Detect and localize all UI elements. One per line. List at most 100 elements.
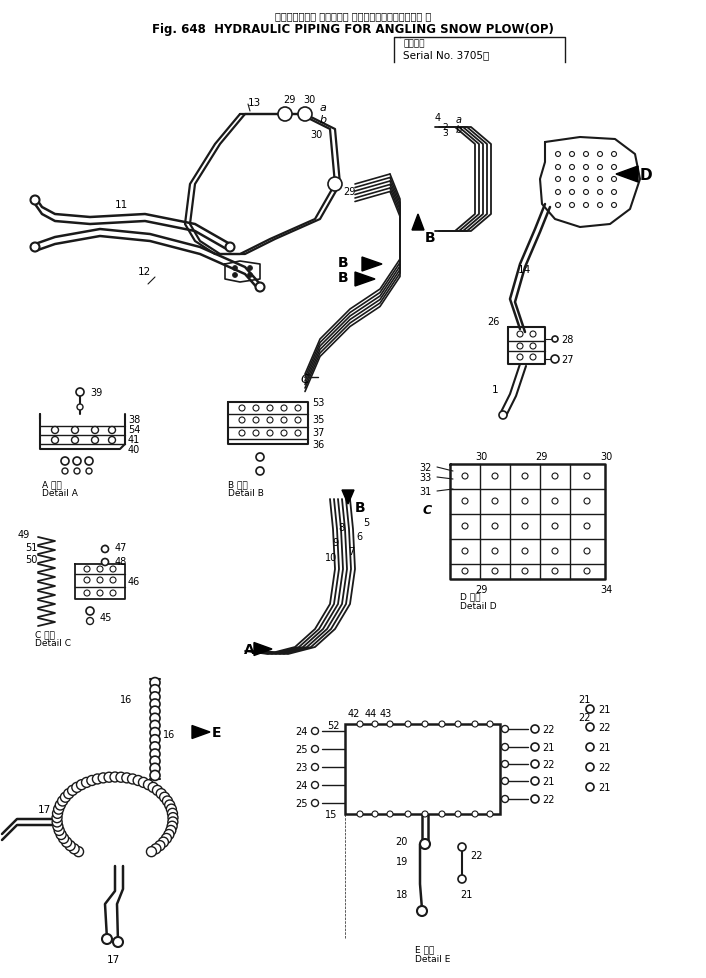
Text: Detail D: Detail D: [460, 601, 496, 611]
Circle shape: [122, 773, 132, 783]
Text: Detail B: Detail B: [228, 489, 264, 498]
Circle shape: [52, 437, 59, 444]
Text: b: b: [320, 114, 327, 125]
Circle shape: [150, 721, 160, 731]
Text: 53: 53: [312, 398, 324, 408]
Text: 47: 47: [115, 543, 127, 553]
Circle shape: [552, 336, 558, 342]
Circle shape: [150, 734, 160, 745]
Circle shape: [295, 418, 301, 423]
Circle shape: [162, 796, 172, 806]
Circle shape: [531, 743, 539, 751]
Circle shape: [150, 771, 160, 780]
Circle shape: [584, 473, 590, 479]
Circle shape: [267, 418, 273, 423]
Text: 21: 21: [598, 704, 611, 714]
Text: C 詳細: C 詳細: [35, 630, 55, 639]
Circle shape: [97, 566, 103, 572]
Circle shape: [253, 418, 259, 423]
Text: E 詳細: E 詳細: [415, 945, 434, 954]
Circle shape: [110, 773, 120, 782]
Circle shape: [551, 356, 559, 364]
Circle shape: [462, 523, 468, 529]
Circle shape: [248, 266, 253, 271]
Text: C: C: [300, 374, 309, 386]
Circle shape: [531, 760, 539, 768]
Circle shape: [168, 813, 178, 822]
Circle shape: [597, 177, 602, 182]
Circle shape: [150, 706, 160, 717]
Circle shape: [160, 792, 169, 802]
Text: 32: 32: [419, 463, 432, 472]
Text: B 詳細: B 詳細: [228, 480, 248, 489]
Text: 50: 50: [25, 555, 38, 564]
Circle shape: [298, 108, 312, 122]
Text: 22: 22: [598, 762, 611, 773]
Circle shape: [150, 699, 160, 709]
Circle shape: [239, 430, 245, 436]
Text: 24: 24: [296, 727, 308, 736]
Text: b: b: [456, 125, 462, 135]
Circle shape: [597, 191, 602, 196]
Circle shape: [611, 177, 616, 182]
Circle shape: [611, 165, 616, 170]
Polygon shape: [362, 258, 382, 272]
Circle shape: [492, 499, 498, 505]
Text: 45: 45: [100, 612, 112, 622]
Circle shape: [458, 843, 466, 851]
Circle shape: [556, 177, 561, 182]
Circle shape: [405, 811, 411, 818]
Text: 11: 11: [115, 200, 128, 210]
Circle shape: [372, 721, 378, 728]
Text: 29: 29: [343, 187, 355, 197]
Circle shape: [150, 742, 160, 752]
Text: 38: 38: [128, 415, 140, 424]
Circle shape: [311, 764, 318, 771]
Circle shape: [116, 773, 126, 782]
Circle shape: [167, 809, 177, 819]
Circle shape: [113, 937, 123, 947]
Circle shape: [162, 833, 172, 844]
Circle shape: [61, 792, 71, 802]
Circle shape: [487, 721, 493, 728]
Circle shape: [584, 499, 590, 505]
Circle shape: [492, 549, 498, 555]
Circle shape: [492, 523, 498, 529]
Circle shape: [72, 782, 82, 792]
Text: 25: 25: [296, 798, 308, 808]
Text: 17: 17: [38, 804, 52, 814]
Circle shape: [584, 523, 590, 529]
Circle shape: [92, 775, 102, 784]
Text: 30: 30: [310, 130, 322, 140]
Circle shape: [584, 568, 590, 574]
Circle shape: [387, 811, 393, 818]
Circle shape: [281, 406, 287, 412]
Circle shape: [87, 618, 93, 625]
Text: 22: 22: [598, 723, 611, 733]
Circle shape: [69, 844, 79, 854]
Circle shape: [556, 153, 561, 157]
Text: 16: 16: [120, 694, 132, 704]
Text: 43: 43: [380, 708, 393, 718]
Circle shape: [73, 458, 81, 466]
Text: 33: 33: [420, 472, 432, 482]
Circle shape: [104, 773, 114, 782]
Text: 21: 21: [542, 777, 554, 786]
Text: C: C: [423, 503, 432, 516]
Text: Detail C: Detail C: [35, 639, 71, 647]
Circle shape: [357, 721, 363, 728]
Text: 37: 37: [312, 427, 324, 437]
Circle shape: [295, 430, 301, 436]
Circle shape: [54, 825, 64, 835]
Circle shape: [311, 800, 318, 807]
Text: 4: 4: [435, 112, 441, 123]
Circle shape: [86, 607, 94, 615]
Circle shape: [583, 153, 589, 157]
Circle shape: [52, 818, 62, 827]
Circle shape: [155, 841, 165, 851]
Text: Detail A: Detail A: [42, 489, 78, 498]
Circle shape: [253, 430, 259, 436]
Circle shape: [138, 778, 148, 787]
Circle shape: [552, 473, 558, 479]
Text: 22: 22: [542, 794, 554, 804]
